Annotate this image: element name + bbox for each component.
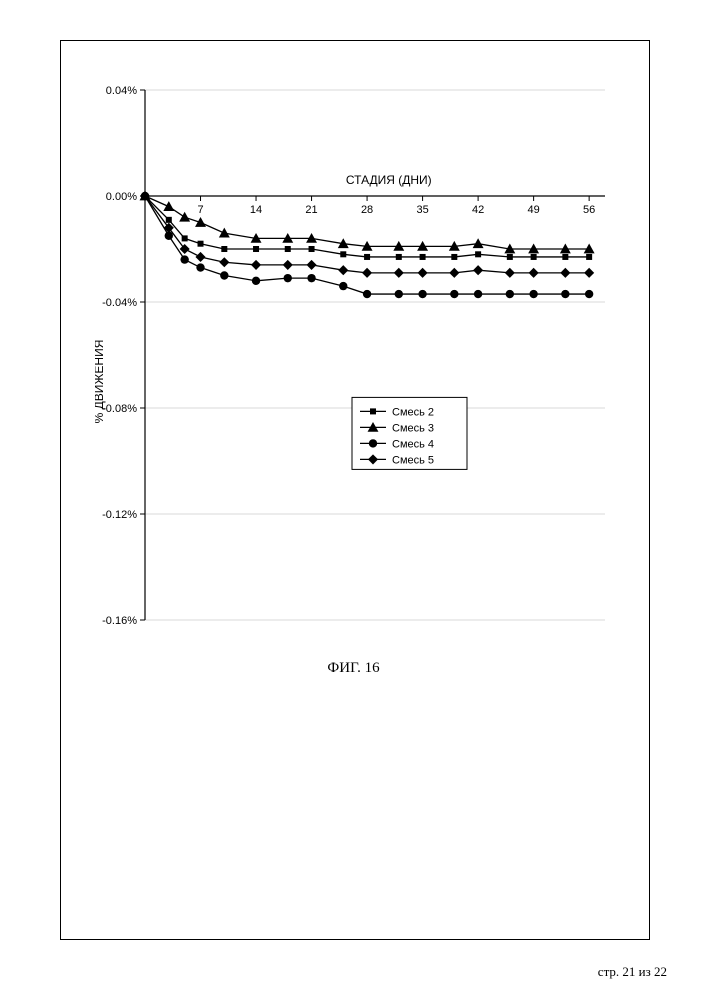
svg-text:Смесь 3: Смесь 3 — [392, 422, 434, 434]
svg-text:-0.04%: -0.04% — [102, 297, 137, 309]
svg-text:0.04%: 0.04% — [106, 85, 137, 97]
page: 0.04% 0.00% -0.04% -0.08% -0.12% -0.16% 7 14 21 2… — [0, 0, 707, 1000]
svg-text:7: 7 — [197, 204, 203, 216]
svg-text:42: 42 — [472, 204, 484, 216]
figure-caption: ФИГ. 16 — [0, 660, 707, 677]
svg-text:Смесь 4: Смесь 4 — [392, 438, 434, 450]
page-number: стр. 21 из 22 — [598, 964, 667, 980]
svg-text:-0.16%: -0.16% — [102, 615, 137, 627]
svg-text:35: 35 — [416, 204, 428, 216]
line-chart: 0.04% 0.00% -0.04% -0.08% -0.12% -0.16% 7 14 21 2… — [95, 80, 615, 640]
svg-text:14: 14 — [250, 204, 262, 216]
svg-text:49: 49 — [527, 204, 539, 216]
svg-text:-0.12%: -0.12% — [102, 509, 137, 521]
svg-text:% ДВИЖЕНИЯ: % ДВИЖЕНИЯ — [95, 340, 106, 424]
svg-text:0.00%: 0.00% — [106, 191, 137, 203]
svg-text:-0.08%: -0.08% — [102, 403, 137, 415]
chart-container: 0.04% 0.00% -0.04% -0.08% -0.12% -0.16% 7 14 21 2… — [95, 80, 615, 640]
svg-text:СТАДИЯ (ДНИ): СТАДИЯ (ДНИ) — [346, 173, 432, 187]
svg-text:28: 28 — [361, 204, 373, 216]
svg-text:Смесь 2: Смесь 2 — [392, 406, 434, 418]
svg-text:56: 56 — [583, 204, 595, 216]
svg-text:21: 21 — [305, 204, 317, 216]
svg-text:Смесь 5: Смесь 5 — [392, 454, 434, 466]
